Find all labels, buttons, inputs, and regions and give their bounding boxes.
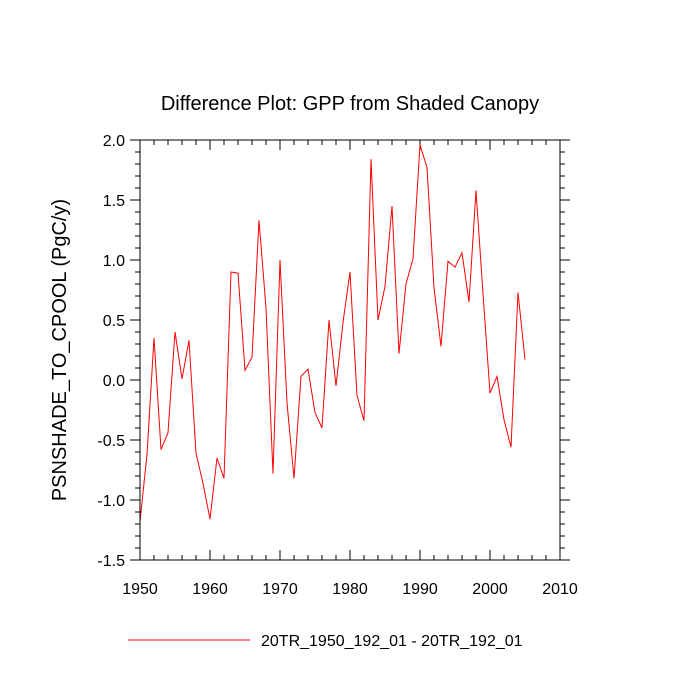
minor-ticks bbox=[135, 140, 565, 560]
legend-label: 20TR_1950_192_01 - 20TR_192_01 bbox=[261, 633, 523, 650]
y-axis-label: PSNSHADE_TO_CPOOL (PgC/y) bbox=[49, 199, 71, 501]
y-tick-label: 1.5 bbox=[103, 193, 125, 210]
y-tick-label: -0.5 bbox=[97, 433, 125, 450]
series-layer bbox=[139, 144, 526, 522]
plot-frame bbox=[139, 139, 561, 561]
x-tick-label: 1990 bbox=[402, 581, 438, 598]
y-tick-label: -1.0 bbox=[97, 493, 125, 510]
x-tick-label: 1980 bbox=[332, 581, 368, 598]
x-tick-label: 2010 bbox=[542, 581, 578, 598]
major-ticks bbox=[130, 139, 570, 561]
series-line bbox=[139, 144, 526, 522]
tick-labels: 1950 1960 1970 1980 1990 2000 2010 -1.5 -1.0 -0.5… bbox=[97, 133, 577, 598]
y-tick-label: -1.5 bbox=[97, 553, 125, 570]
x-tick-label: 1970 bbox=[262, 581, 298, 598]
y-tick-label: 2.0 bbox=[103, 133, 125, 150]
y-tick-label: 0.0 bbox=[103, 373, 125, 390]
x-tick-label: 2000 bbox=[472, 581, 508, 598]
y-tick-label: 1.0 bbox=[103, 253, 125, 270]
legend: 20TR_1950_192_01 - 20TR_192_01 bbox=[128, 633, 523, 650]
x-tick-label: 1960 bbox=[192, 581, 228, 598]
x-tick-label: 1950 bbox=[122, 581, 158, 598]
y-tick-label: 0.5 bbox=[103, 313, 125, 330]
chart-title: Difference Plot: GPP from Shaded Canopy bbox=[161, 93, 539, 115]
